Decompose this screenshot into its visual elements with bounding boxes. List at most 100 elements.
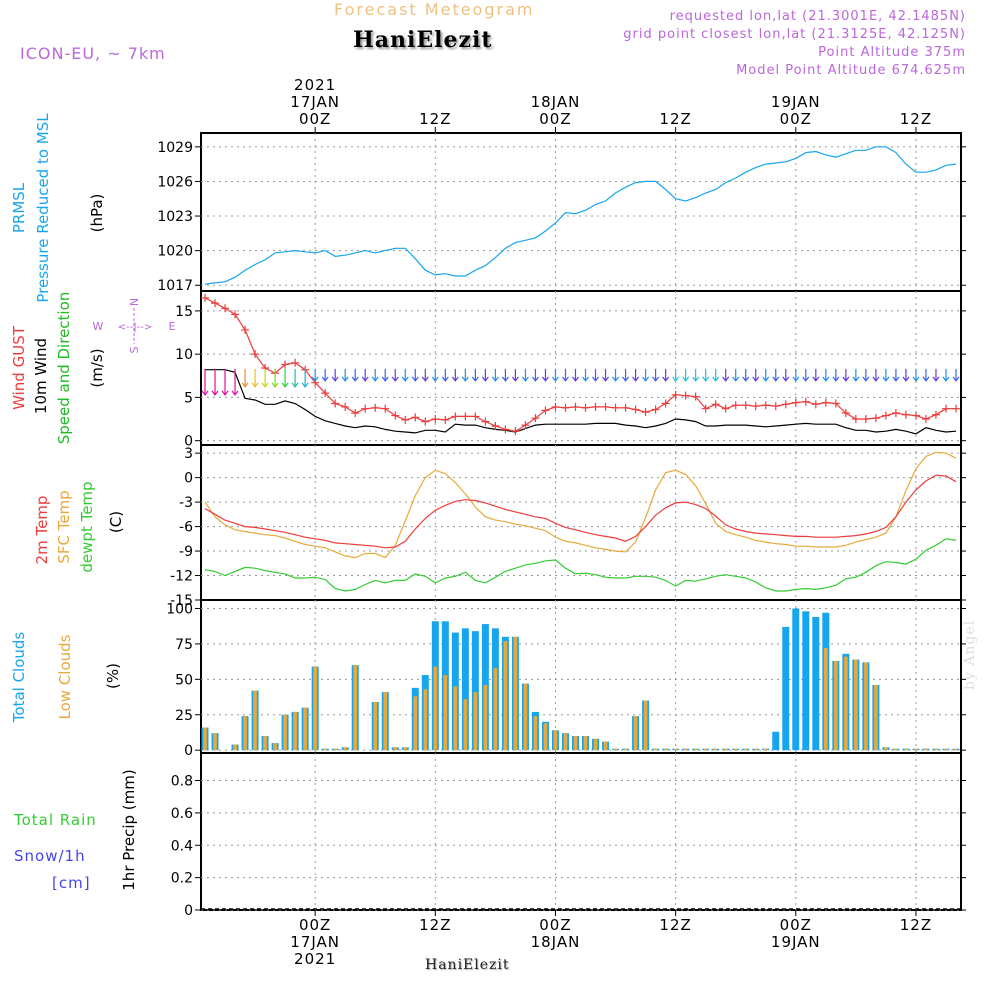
low-cloud-bar [213, 733, 217, 751]
wind-direction-arrow [612, 368, 620, 382]
sfc-temp-line [204, 451, 957, 559]
rain-label: Total Rain [13, 811, 97, 829]
gust-marker [841, 408, 850, 417]
low-cloud-bar [353, 665, 358, 751]
wind-direction-arrow [221, 368, 229, 396]
gust-marker [411, 413, 420, 422]
wind-direction-arrow [562, 368, 569, 382]
footer-location: HaniElezit [425, 957, 510, 973]
wind-10m-label: 10m Wind [32, 338, 50, 414]
wind-direction-arrow [772, 368, 780, 382]
low-cloud-bar [653, 748, 658, 751]
gust-marker [771, 402, 780, 411]
wind-direction-arrow [952, 368, 960, 382]
gust-marker [671, 390, 680, 399]
gust-marker [581, 403, 590, 412]
low-cloud-bar [543, 723, 548, 751]
wind-direction-arrow [301, 368, 309, 388]
x-tick-label-top: 18JAN [531, 93, 581, 111]
low-cloud-bar [884, 747, 888, 751]
wind-direction-arrow [622, 368, 630, 382]
gust-marker [831, 399, 840, 408]
snow-label: Snow/1h [14, 847, 86, 865]
x-tick-label-top: 00Z [780, 110, 812, 128]
x-tick-label-bottom: 17JAN [290, 933, 340, 951]
compass-west: W [93, 320, 104, 333]
panel-frame-wind [200, 290, 962, 446]
wind-direction-arrow [401, 368, 409, 382]
total-cloud-bar [812, 617, 820, 751]
gust-marker [861, 415, 870, 424]
wind-direction-arrow [672, 368, 680, 382]
wind-direction-arrow [381, 368, 389, 382]
y-tick-label: 50 [175, 672, 193, 688]
wind-direction-arrow [922, 368, 930, 382]
wind-direction-arrow [501, 368, 509, 382]
gust-marker [651, 405, 660, 414]
gust-marker [751, 402, 760, 411]
y-tick-label: 3 [184, 446, 193, 462]
gust-marker [951, 404, 960, 413]
low-cloud-bar [283, 714, 287, 751]
panel-frame-temp [200, 444, 962, 601]
wind-direction-arrow [271, 368, 279, 388]
gust-marker [621, 403, 630, 412]
low-cloud-bar [733, 748, 738, 751]
gust-marker [231, 310, 240, 319]
gust-marker [641, 408, 650, 417]
wind-direction-arrow [291, 368, 299, 388]
wind-direction-arrow [892, 368, 900, 382]
y-tick-label: -12 [170, 569, 193, 585]
wind-direction-arrow [732, 368, 740, 382]
wind-direction-arrow [752, 368, 760, 382]
x-tick-label-top: 12Z [659, 110, 691, 128]
compass-ew-arrow: <--|--> [118, 322, 153, 333]
wind-direction-arrow [331, 368, 339, 382]
low-cloud-bar [253, 690, 257, 751]
wind-direction-arrow [652, 368, 660, 382]
wind-direction-arrow [692, 368, 700, 382]
wind-direction-arrow [431, 368, 439, 382]
gust-marker [711, 400, 720, 409]
low-cloud-bar [894, 748, 898, 751]
low-cloud-bar [854, 659, 858, 751]
pressure-label-2: Pressure Reduced to MSL [34, 113, 52, 303]
gust-marker [291, 358, 300, 367]
gust-marker [661, 399, 670, 408]
low-cloud-bar [874, 685, 878, 751]
wind-direction-arrow [481, 368, 489, 382]
wind-direction-arrow [882, 368, 890, 382]
clouds-unit: (%) [104, 663, 122, 689]
compass-east: E [169, 320, 176, 333]
gust-marker [741, 401, 750, 410]
gust-marker [761, 401, 770, 410]
gust-marker [871, 414, 880, 423]
wind-direction-arrow [932, 368, 940, 382]
total-cloud-bar [792, 608, 800, 751]
low-cloud-bar [563, 733, 568, 751]
model-name: ICON-EU, ~ 7km [20, 44, 166, 63]
wind-direction-arrow [491, 368, 499, 382]
gust-marker [911, 411, 920, 420]
model-altitude: Model Point Altitude 674.625m [736, 63, 966, 78]
gust-marker [381, 404, 390, 413]
x-tick-label-top: 00Z [539, 110, 571, 128]
low-cloud-bar [904, 748, 908, 751]
gust-marker [401, 415, 410, 424]
gust-marker [541, 406, 550, 415]
low-cloud-bar [824, 648, 828, 751]
gust-marker [691, 392, 700, 401]
low-cloud-bar [864, 662, 868, 751]
gust-marker [281, 360, 290, 369]
wind-direction-arrow [511, 368, 519, 382]
snow-unit: [cm] [52, 874, 91, 892]
y-tick-label: 100 [166, 602, 193, 618]
low-cloud-bar [553, 730, 558, 751]
wind-direction-arrow [802, 368, 810, 382]
y-tick-label: 0 [184, 434, 193, 450]
low-cloud-bar [373, 702, 378, 751]
gust-marker [681, 391, 690, 400]
low-cloud-bar [703, 748, 708, 751]
gust-marker [421, 417, 430, 426]
